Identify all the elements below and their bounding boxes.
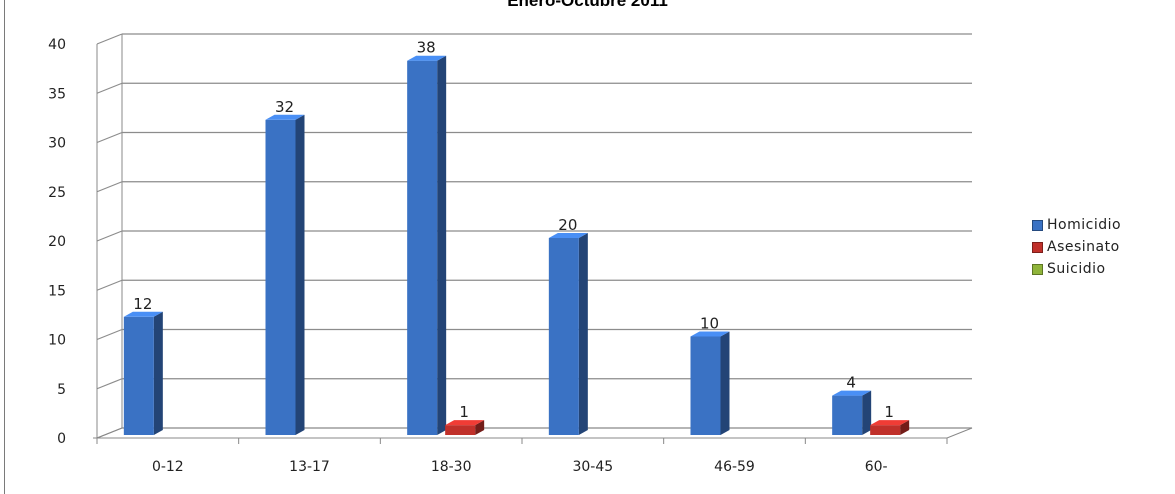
legend-label-suicidio: Suicidio [1047,261,1106,277]
chart-frame-left-edge [4,0,5,494]
legend-swatch-asesinato [1032,241,1043,253]
gridline-side [96,328,123,341]
y-tick-label: 20 [48,234,66,250]
x-tick-label: 46-59 [714,459,755,475]
gridline-side [96,131,123,144]
gridline-side [96,33,123,45]
gridline-side [96,279,123,291]
data-label: 4 [846,374,856,392]
data-label: 20 [558,216,577,234]
legend-label-homicidio: Homicidio [1047,217,1122,233]
y-tick-label: 40 [48,37,66,53]
bar-homicidio [690,331,730,435]
y-tick-label: 15 [48,283,66,299]
legend-swatch-suicidio [1032,263,1043,275]
data-label: 1 [459,403,469,421]
gridline-side [96,82,123,94]
legend-item-asesinato: Asesinato [1032,236,1121,258]
chart-title: Enero-Octubre 2011 [507,0,668,10]
bar-homicidio [407,55,447,435]
y-tick-label: 30 [48,136,66,152]
y-tick-label: 35 [48,86,66,102]
x-tick-label: 60- [865,459,888,475]
legend-item-suicidio: Suicidio [1032,258,1121,280]
y-tick-label: 5 [57,382,66,398]
bar-asesinato [445,420,485,435]
data-label: 12 [133,295,152,313]
legend-item-homicidio: Homicidio [1032,214,1121,236]
x-tick-label: 30-45 [572,459,613,475]
data-label: 38 [417,39,436,57]
bar-homicidio [123,311,163,435]
bar-asesinato [870,420,910,435]
bar-homicidio [548,233,588,435]
y-tick-label: 0 [57,431,66,447]
legend: Homicidio Asesinato Suicidio [1032,214,1121,280]
x-tick-label: 0-12 [152,459,184,475]
bar-homicidio [832,390,872,435]
gridline-side [96,230,123,242]
data-label: 32 [275,98,294,116]
y-tick-label: 25 [48,185,66,201]
y-tick-label: 10 [48,333,66,349]
gridline-side [96,181,123,193]
x-tick-label: 13-17 [289,459,330,475]
legend-label-asesinato: Asesinato [1047,239,1120,255]
gridline-side [96,378,123,390]
data-label: 10 [700,315,719,333]
bar-homicidio [265,114,305,436]
legend-swatch-homicidio [1032,219,1043,231]
x-tick-label: 18-30 [431,459,472,475]
data-label: 1 [884,403,894,421]
